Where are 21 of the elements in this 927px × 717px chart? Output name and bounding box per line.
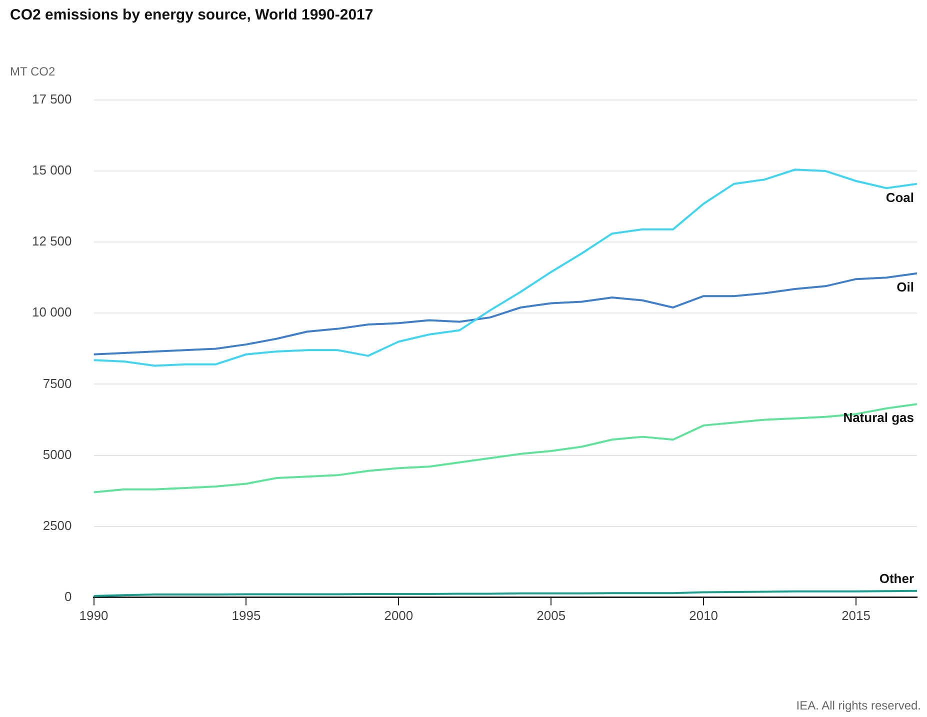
x-tick-label: 2010	[689, 608, 718, 623]
y-tick-label: 7500	[42, 376, 72, 391]
y-axis-title: MT CO2	[10, 64, 56, 78]
chart-title: CO2 emissions by energy source, World 1990-2017	[10, 6, 374, 24]
y-tick-label: 12 500	[32, 234, 72, 249]
series-label: Coal	[886, 190, 914, 205]
text: IEA. All rights reserved.	[796, 698, 921, 712]
x-tick-label: 2000	[384, 608, 414, 623]
series-label: Oil	[896, 279, 914, 294]
y-tick-label: 0	[64, 588, 72, 604]
x-tick-label: 1990	[79, 608, 108, 623]
x-tick-label: 2005	[536, 608, 566, 623]
y-tick-label: 5000	[42, 446, 72, 462]
y-tick-label: 15 000	[32, 162, 72, 178]
x-tick-label: 2015	[842, 608, 870, 623]
series-label: Other	[879, 570, 914, 586]
y-tick-label: 2500	[42, 518, 72, 533]
series-label: Natural gas	[843, 410, 914, 426]
y-tick-label: 17 500	[32, 92, 72, 107]
y-tick-label: 10 000	[32, 304, 72, 320]
x-tick-label: 1995	[232, 608, 261, 623]
